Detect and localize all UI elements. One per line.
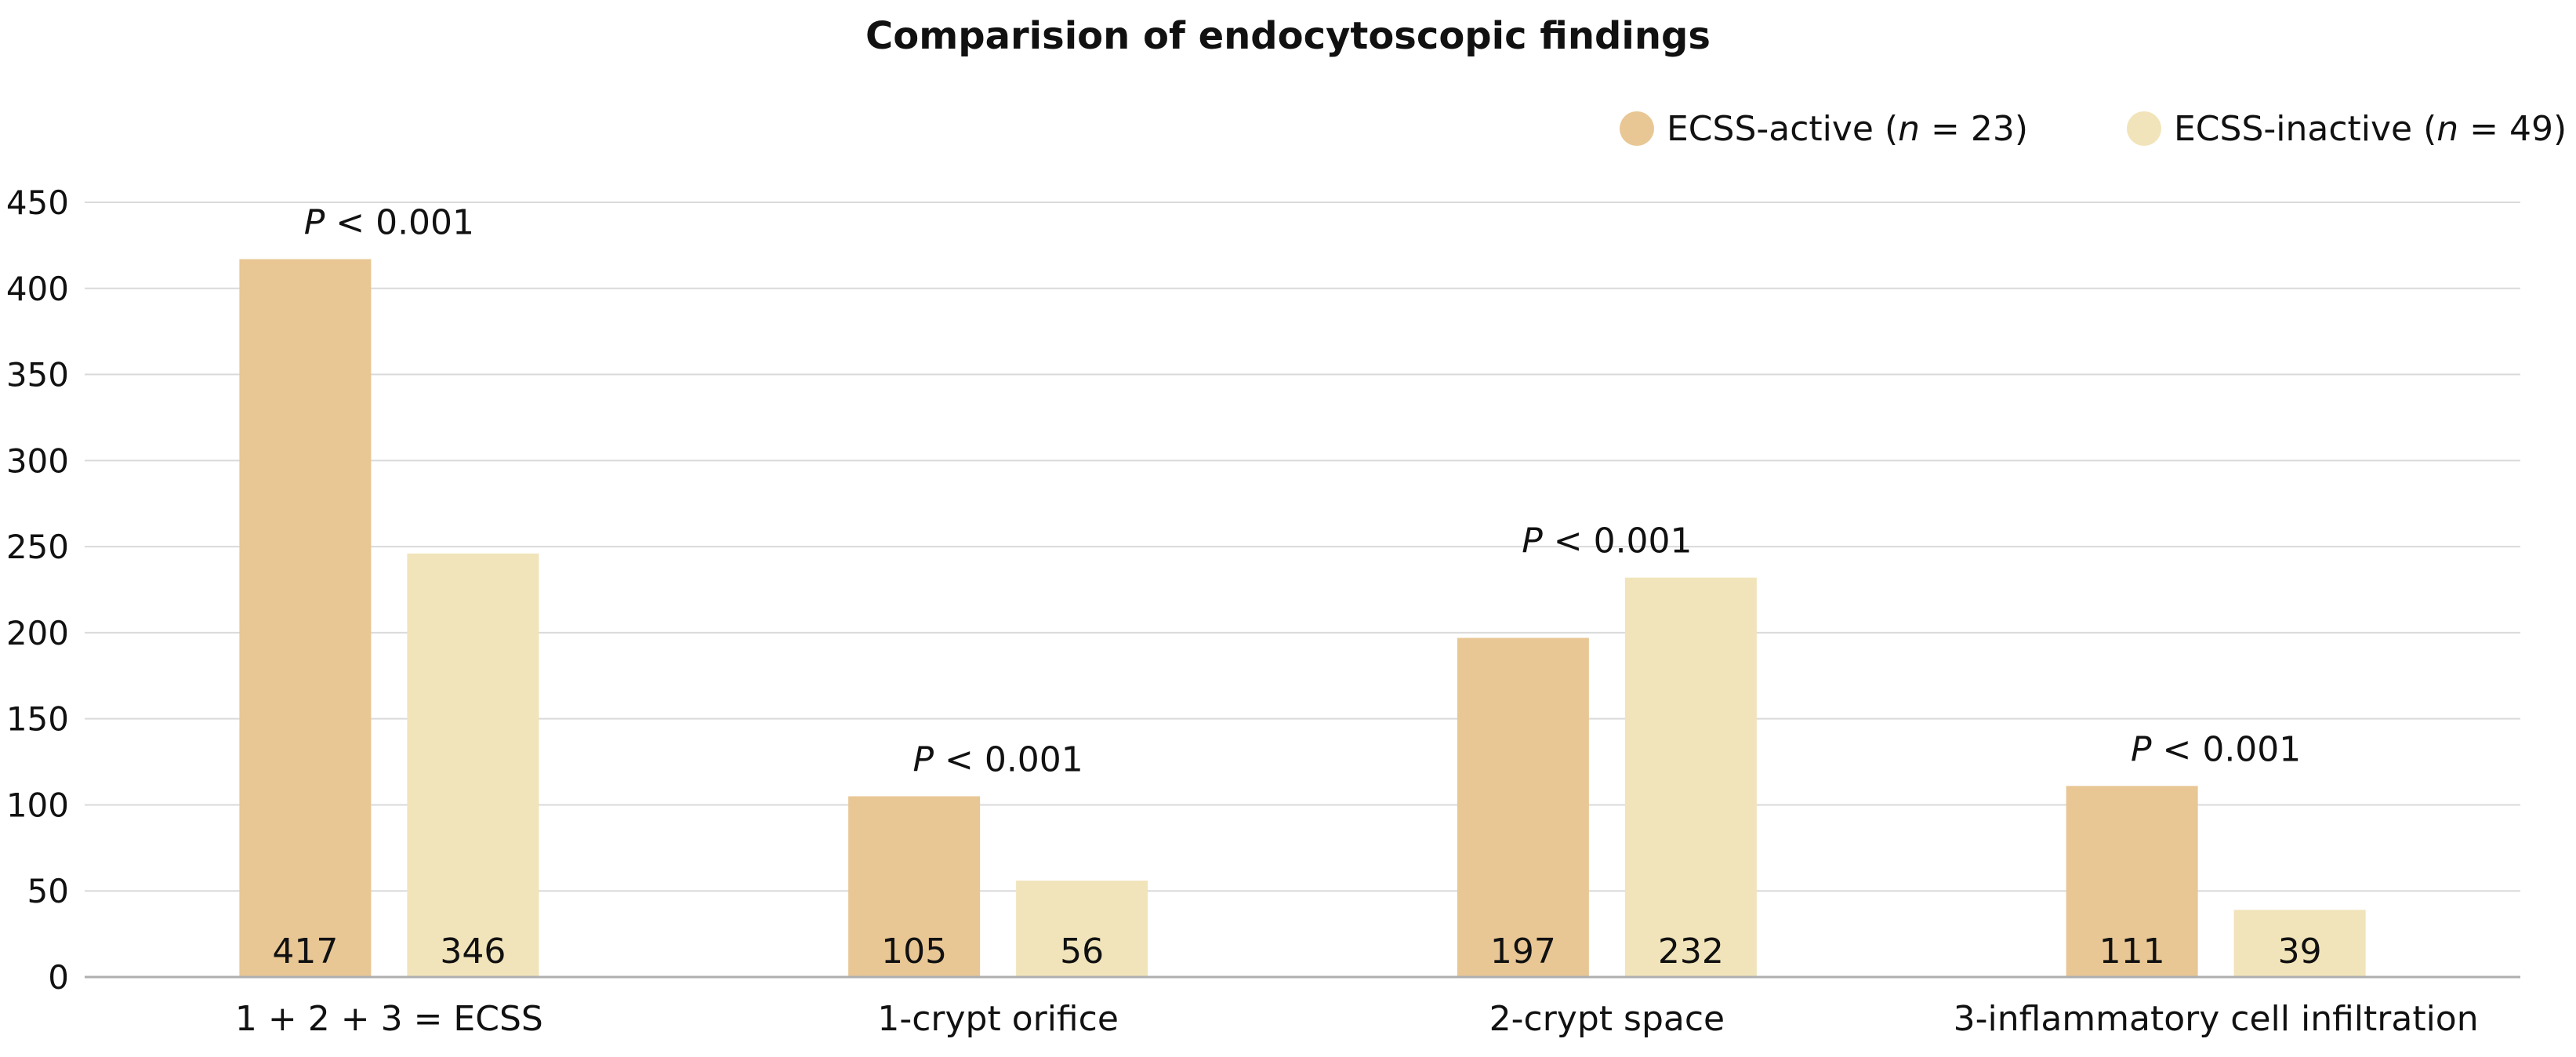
p-value-text: < 0.001 [325, 202, 474, 242]
legend-n-symbol: n [2436, 109, 2458, 149]
p-value-text: < 0.001 [1543, 521, 1693, 561]
bars [239, 259, 2366, 977]
p-value-text: < 0.001 [934, 739, 1083, 779]
p-symbol: P [2131, 729, 2152, 769]
legend-series-name: ECSS-active ( [1667, 109, 1898, 149]
p-value-label: P < 0.001 [304, 202, 474, 242]
x-axis: 1 + 2 + 3 = ECSS 1-crypt orifice 2-crypt s… [85, 975, 2520, 1039]
legend-n-value: = 49) [2458, 109, 2567, 149]
p-symbol: P [1522, 521, 1543, 561]
data-label: 417 [272, 932, 338, 972]
bar [1624, 577, 1757, 977]
p-symbol: P [912, 739, 934, 779]
legend: ECSS-active (n = 23) ECSS-inactive (n = 4… [1620, 109, 2567, 149]
p-value-label: P < 0.001 [1522, 521, 1692, 561]
y-tick-label: 400 [6, 270, 69, 308]
bar [1457, 637, 1589, 977]
y-tick-label: 150 [6, 700, 69, 739]
p-value-label: P < 0.001 [912, 739, 1083, 779]
data-label: 232 [1658, 932, 1724, 972]
legend-swatch [2127, 111, 2161, 146]
legend-swatch [1620, 111, 1654, 146]
y-tick-label: 350 [6, 356, 69, 394]
y-tick-label: 50 [27, 872, 69, 910]
legend-label: ECSS-active (n = 23) [1667, 109, 2028, 149]
y-tick-label: 300 [6, 441, 69, 480]
y-tick-label: 250 [6, 528, 69, 566]
p-value-label: P < 0.001 [2131, 729, 2301, 769]
value-labels: 417 346 105 56 197 232 111 39 [272, 932, 2321, 972]
bar [2233, 910, 2366, 977]
data-label: 105 [881, 932, 947, 972]
chart-title: Comparision of endocytoscopic findings [865, 14, 1711, 58]
legend-label: ECSS-inactive (n = 49) [2174, 109, 2567, 149]
legend-n-symbol: n [1898, 109, 1920, 149]
x-tick-label: 1-crypt orifice [877, 999, 1119, 1039]
data-label: 39 [2278, 932, 2322, 972]
data-label: 197 [1490, 932, 1556, 972]
data-label: 56 [1060, 932, 1104, 972]
data-label: 111 [2099, 932, 2165, 972]
y-tick-label: 200 [6, 614, 69, 652]
y-axis: 0 50 100 150 200 250 300 350 400 450 [6, 183, 69, 997]
x-tick-label: 1 + 2 + 3 = ECSS [235, 999, 543, 1039]
y-tick-label: 100 [6, 786, 69, 824]
y-tick-label: 0 [48, 958, 69, 997]
data-label: 346 [440, 932, 506, 972]
bar [848, 796, 981, 977]
legend-n-value: = 23) [1920, 109, 2028, 149]
y-tick-label: 450 [6, 183, 69, 222]
bar [407, 553, 539, 977]
legend-series-name: ECSS-inactive ( [2174, 109, 2436, 149]
bar [2066, 786, 2198, 977]
bar [1016, 881, 1148, 977]
p-symbol: P [304, 202, 325, 242]
bar [239, 259, 372, 977]
x-tick-label: 3-inflammatory cell infiltration [1954, 999, 2479, 1039]
p-value-text: < 0.001 [2151, 729, 2301, 769]
x-tick-label: 2-crypt space [1489, 999, 1725, 1039]
